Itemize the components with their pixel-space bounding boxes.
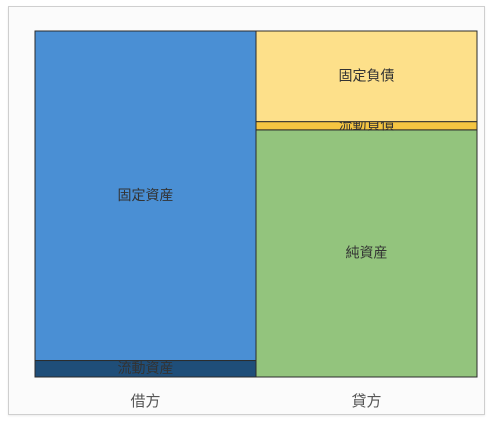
segment-label-2-1: 純資産	[346, 245, 388, 261]
chart-frame: 流動資産 固定資産 借方 純資産 流動負債 固定負債 貸方	[8, 6, 485, 415]
category-label-2: 貸方	[351, 392, 381, 410]
segment-label-1-1: 流動資産	[118, 361, 174, 377]
bar-segment-1-2	[34, 30, 257, 362]
segment-label-1-2: 固定資産	[118, 188, 174, 204]
category-label-1: 借方	[130, 392, 160, 410]
bar-segment-2-3	[255, 30, 478, 123]
segment-label-2-3: 固定負債	[339, 68, 395, 84]
